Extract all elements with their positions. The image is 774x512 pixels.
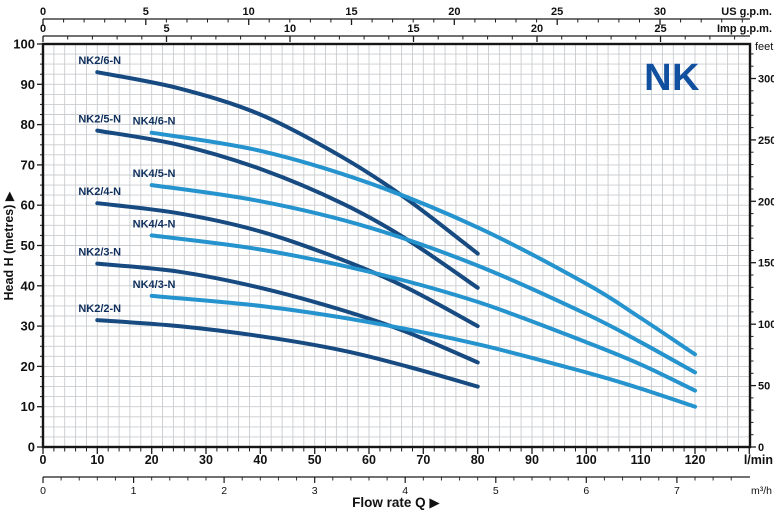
tick-label: 0 [40, 6, 46, 18]
curve-label-NK4/6-N: NK4/6-N [133, 116, 176, 128]
tick-label: 25 [551, 6, 563, 18]
axis-unit-label: feet [755, 41, 773, 53]
tick-label: 100 [13, 37, 35, 52]
tick-label: 100 [576, 453, 597, 467]
curve-label-NK4/3-N: NK4/3-N [133, 279, 176, 291]
axis-bottom-lmin: 0 10 20 30 40 50 60 70 80 90 100 110 120 l/min [40, 448, 773, 467]
curve-path-NK2/5-N [95, 128, 480, 290]
curve-NK4/6-N: NK4/6-N [133, 116, 697, 357]
tick-label: 0 [758, 442, 764, 454]
tick-label: 10 [21, 399, 35, 414]
tick-label: 40 [253, 453, 267, 467]
curve-NK2/2-N: NK2/2-N [78, 303, 480, 389]
curve-label-NK2/2-N: NK2/2-N [78, 303, 121, 315]
tick-label: 50 [308, 453, 322, 467]
curve-path-NK4/5-N [149, 183, 697, 375]
tick-label: 7 [674, 485, 680, 497]
curve-label-NK4/5-N: NK4/5-N [133, 168, 176, 180]
tick-label: 120 [685, 453, 706, 467]
tick-label: 20 [531, 23, 543, 35]
curve-path-NK2/6-N [95, 70, 480, 256]
tick-label: 250 [758, 135, 774, 147]
tick-label: 30 [21, 319, 35, 334]
curve-path-NK4/6-N [149, 130, 697, 357]
tick-label: 50 [21, 238, 35, 253]
tick-label: 20 [448, 6, 460, 18]
tick-label: 3 [312, 485, 318, 497]
tick-label: 60 [362, 453, 376, 467]
tick-label: 50 [758, 381, 770, 393]
tick-label: 10 [243, 6, 255, 18]
curve-NK4/5-N: NK4/5-N [133, 168, 697, 375]
tick-label: 90 [525, 453, 539, 467]
tick-label: 4 [402, 485, 408, 497]
tick-label: 70 [21, 157, 35, 172]
curve-label-NK2/5-N: NK2/5-N [78, 114, 121, 126]
tick-label: 0 [40, 453, 47, 467]
curve-label-NK2/6-N: NK2/6-N [78, 55, 121, 67]
grid [43, 44, 750, 447]
tick-label: 0 [40, 23, 46, 35]
tick-label: 15 [345, 6, 357, 18]
tick-label: 5 [163, 23, 169, 35]
tick-label: 40 [21, 278, 35, 293]
tick-label: 5 [493, 485, 499, 497]
tick-label: 1 [131, 485, 137, 497]
tick-label: 15 [407, 23, 419, 35]
axis-left-metres: 0 10 20 30 40 50 60 70 80 90 100 [13, 37, 43, 455]
curve-NK2/5-N: NK2/5-N [78, 114, 480, 290]
tick-label: 60 [21, 198, 35, 213]
tick-label: 80 [21, 117, 35, 132]
tick-label: 90 [21, 77, 35, 92]
tick-label: 2 [221, 485, 227, 497]
axis-right-feet: 0 50 100 150 200 250 300 feet [750, 41, 774, 454]
axis-top-us-gpm: 0 5 10 15 20 25 30 US g.p.m. [40, 6, 772, 25]
curve-path-NK2/2-N [95, 318, 480, 389]
curve-path-NK4/3-N [149, 293, 697, 409]
tick-label: 100 [758, 319, 774, 331]
brand-logo-nk: NK [644, 57, 700, 99]
x-axis-title: Flow rate Q ▶ [352, 495, 440, 510]
tick-label: 150 [758, 258, 774, 270]
tick-label: 10 [90, 453, 104, 467]
curve-path-NK2/3-N [95, 261, 480, 365]
curve-NK2/6-N: NK2/6-N [78, 55, 480, 256]
axis-unit-label: Imp g.p.m. [717, 23, 772, 35]
curve-NK4/4-N: NK4/4-N [133, 218, 697, 393]
curve-NK2/4-N: NK2/4-N [78, 186, 480, 329]
tick-label: 80 [471, 453, 485, 467]
tick-label: 200 [758, 196, 774, 208]
tick-label: 25 [654, 23, 666, 35]
tick-label: 30 [654, 6, 666, 18]
curve-label-NK2/4-N: NK2/4-N [78, 186, 121, 198]
tick-label: 20 [21, 359, 35, 374]
tick-label: 5 [143, 6, 149, 18]
curve-NK4/3-N: NK4/3-N [133, 279, 697, 409]
axis-unit-label: m³/h [751, 485, 772, 497]
tick-label: 10 [284, 23, 296, 35]
curve-label-NK2/3-N: NK2/3-N [78, 247, 121, 259]
y-axis-title: Head H (metres) ▶ [2, 191, 16, 300]
tick-label: 20 [145, 453, 159, 467]
axis-unit-label: l/min [744, 453, 773, 467]
tick-label: 70 [416, 453, 430, 467]
tick-label: 110 [631, 453, 651, 467]
axis-unit-label: US g.p.m. [721, 6, 772, 18]
axis-bottom-m3h: 0 1 2 3 4 5 6 7 m³/h [40, 476, 772, 497]
tick-label: 30 [199, 453, 213, 467]
curve-path-NK4/4-N [149, 233, 697, 393]
curve-label-NK4/4-N: NK4/4-N [133, 218, 176, 230]
tick-label: 0 [28, 440, 35, 455]
tick-label: 0 [40, 485, 46, 497]
tick-label: 6 [583, 485, 589, 497]
curve-NK2/3-N: NK2/3-N [78, 247, 480, 365]
axis-top-imp-gpm: 0 5 10 15 20 25 Imp g.p.m. [40, 23, 772, 42]
tick-label: 300 [758, 73, 774, 85]
curve-path-NK2/4-N [95, 201, 480, 329]
